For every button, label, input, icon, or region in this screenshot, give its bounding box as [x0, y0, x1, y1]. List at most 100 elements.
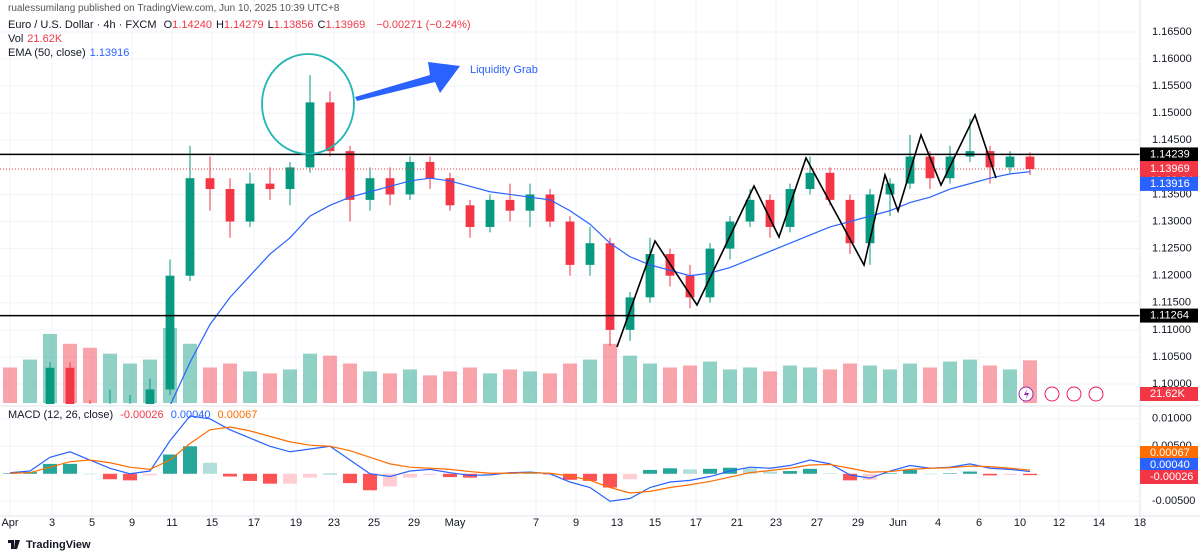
volume-bar	[303, 353, 317, 403]
volume-bar	[983, 365, 997, 403]
volume-bar	[643, 363, 657, 403]
x-tick-label: 14	[1093, 517, 1105, 529]
volume-bar	[883, 369, 897, 403]
macd-hist-bar	[303, 473, 317, 478]
x-tick-label: 23	[328, 517, 340, 529]
tag-text: 1.14239	[1150, 148, 1190, 160]
candle-body	[325, 102, 335, 152]
macd-hist-bar	[203, 462, 217, 474]
volume-bar	[603, 343, 617, 403]
macd-hist-bar	[663, 468, 677, 474]
candle-body	[205, 178, 215, 190]
event-icon[interactable]	[1088, 386, 1104, 402]
ohlc-key: H	[215, 19, 224, 31]
x-tick-label: 17	[248, 517, 260, 529]
ohlc-key: L	[267, 19, 274, 31]
y-tick-label: 1.11000	[1152, 324, 1191, 336]
x-tick-label: 9	[573, 517, 579, 529]
volume-bar	[763, 371, 777, 403]
x-tick-label: 17	[690, 517, 702, 529]
candle-body	[185, 178, 195, 276]
candle-body	[285, 167, 295, 190]
y-tick-label: -0.00500	[1152, 495, 1195, 507]
event-icon[interactable]	[1044, 386, 1060, 402]
volume-bar	[943, 361, 957, 403]
annotation: Liquidity Grab	[470, 64, 538, 76]
tag-text: -0.00026	[1150, 471, 1193, 483]
candle-body	[1025, 156, 1035, 169]
symbol-line: Euro / U.S. Dollar · 4h · FXCM O1.14240 H…	[8, 18, 475, 32]
volume-bar	[123, 363, 137, 403]
macd-hist-bar	[983, 473, 997, 476]
candle-body	[445, 178, 455, 206]
ohlc-value: 1.14240	[172, 19, 212, 31]
y-tick-label: 1.16000	[1152, 53, 1192, 65]
x-tick-label: May	[445, 517, 466, 529]
macd-hist-bar	[743, 468, 757, 474]
x-tick-label: 23	[770, 517, 782, 529]
ohlc-value: 1.13856	[273, 19, 314, 31]
y-tick-label: 1.12000	[1152, 270, 1192, 282]
macd-hist-bar	[403, 473, 417, 478]
macd-hist-bar	[763, 471, 777, 474]
macd-hist-bar	[783, 471, 797, 474]
volume-bar	[523, 371, 537, 403]
volume-bar	[1003, 369, 1017, 403]
x-tick-label: 19	[290, 517, 302, 529]
macd-hist-bar	[443, 473, 457, 478]
x-tick-label: 5	[89, 517, 95, 529]
candle-body	[525, 194, 535, 211]
legend-value: 0.00067	[217, 409, 258, 421]
x-tick-label: 29	[408, 517, 420, 529]
volume-bar	[423, 375, 437, 403]
macd-pane	[3, 415, 1037, 502]
volume-bar	[443, 371, 457, 403]
tag-bg	[1140, 446, 1198, 460]
ohlc-value: 1.14279	[223, 19, 264, 31]
tag-bg	[1140, 308, 1198, 323]
volume-bar	[383, 373, 397, 403]
y-tick-label: 1.15500	[1152, 80, 1192, 92]
candle-body	[785, 189, 795, 227]
macd-hist-bar	[803, 468, 817, 474]
candle-body	[465, 205, 475, 227]
macd-hist-bar	[423, 473, 437, 475]
y-tick-label: 1.13000	[1152, 215, 1192, 227]
legend-value: -0.00026	[120, 409, 164, 421]
macd-hist-bar	[83, 473, 97, 475]
axis-tags: 1.10000 1.10500 1.11000 1.11500 1.12000 1.125…	[1, 26, 1198, 529]
x-tick-label: 6	[976, 517, 982, 529]
x-tick-label: 25	[368, 517, 380, 529]
candle-body	[425, 161, 435, 179]
macd-hist-bar	[143, 473, 157, 476]
macd-hist-bar	[883, 473, 897, 474]
macd-hist-bar	[943, 473, 957, 474]
ema-legend: EMA (50, close) 1.13916	[8, 46, 133, 60]
candle-body	[645, 254, 655, 298]
volume-bar	[103, 353, 117, 403]
macd-hist-bar	[563, 473, 577, 480]
candle-body	[505, 199, 515, 211]
y-tick-label: 1.13500	[1152, 188, 1192, 200]
candle-body	[305, 102, 315, 168]
x-tick-label: Apr	[1, 517, 18, 529]
macd-hist-bar	[623, 473, 637, 480]
candle-body	[865, 194, 875, 244]
ema-line	[170, 171, 1031, 404]
macd-hist-bar	[103, 473, 117, 480]
candle-body	[545, 194, 555, 222]
volume-bar	[723, 369, 737, 403]
candle-body	[585, 243, 595, 265]
y-tick-label: 1.12500	[1152, 243, 1192, 255]
volume-bar	[83, 347, 97, 403]
macd-hist-bar	[223, 473, 237, 477]
volume-bar	[243, 371, 257, 403]
ohlc-key: C	[317, 19, 326, 31]
volume-bar	[903, 363, 917, 403]
event-icon[interactable]	[1066, 386, 1082, 402]
volume-bar	[3, 367, 17, 403]
volume-bar	[283, 369, 297, 403]
volume-bar	[403, 369, 417, 403]
candle-body	[165, 275, 175, 390]
volume-pane	[3, 328, 1037, 403]
